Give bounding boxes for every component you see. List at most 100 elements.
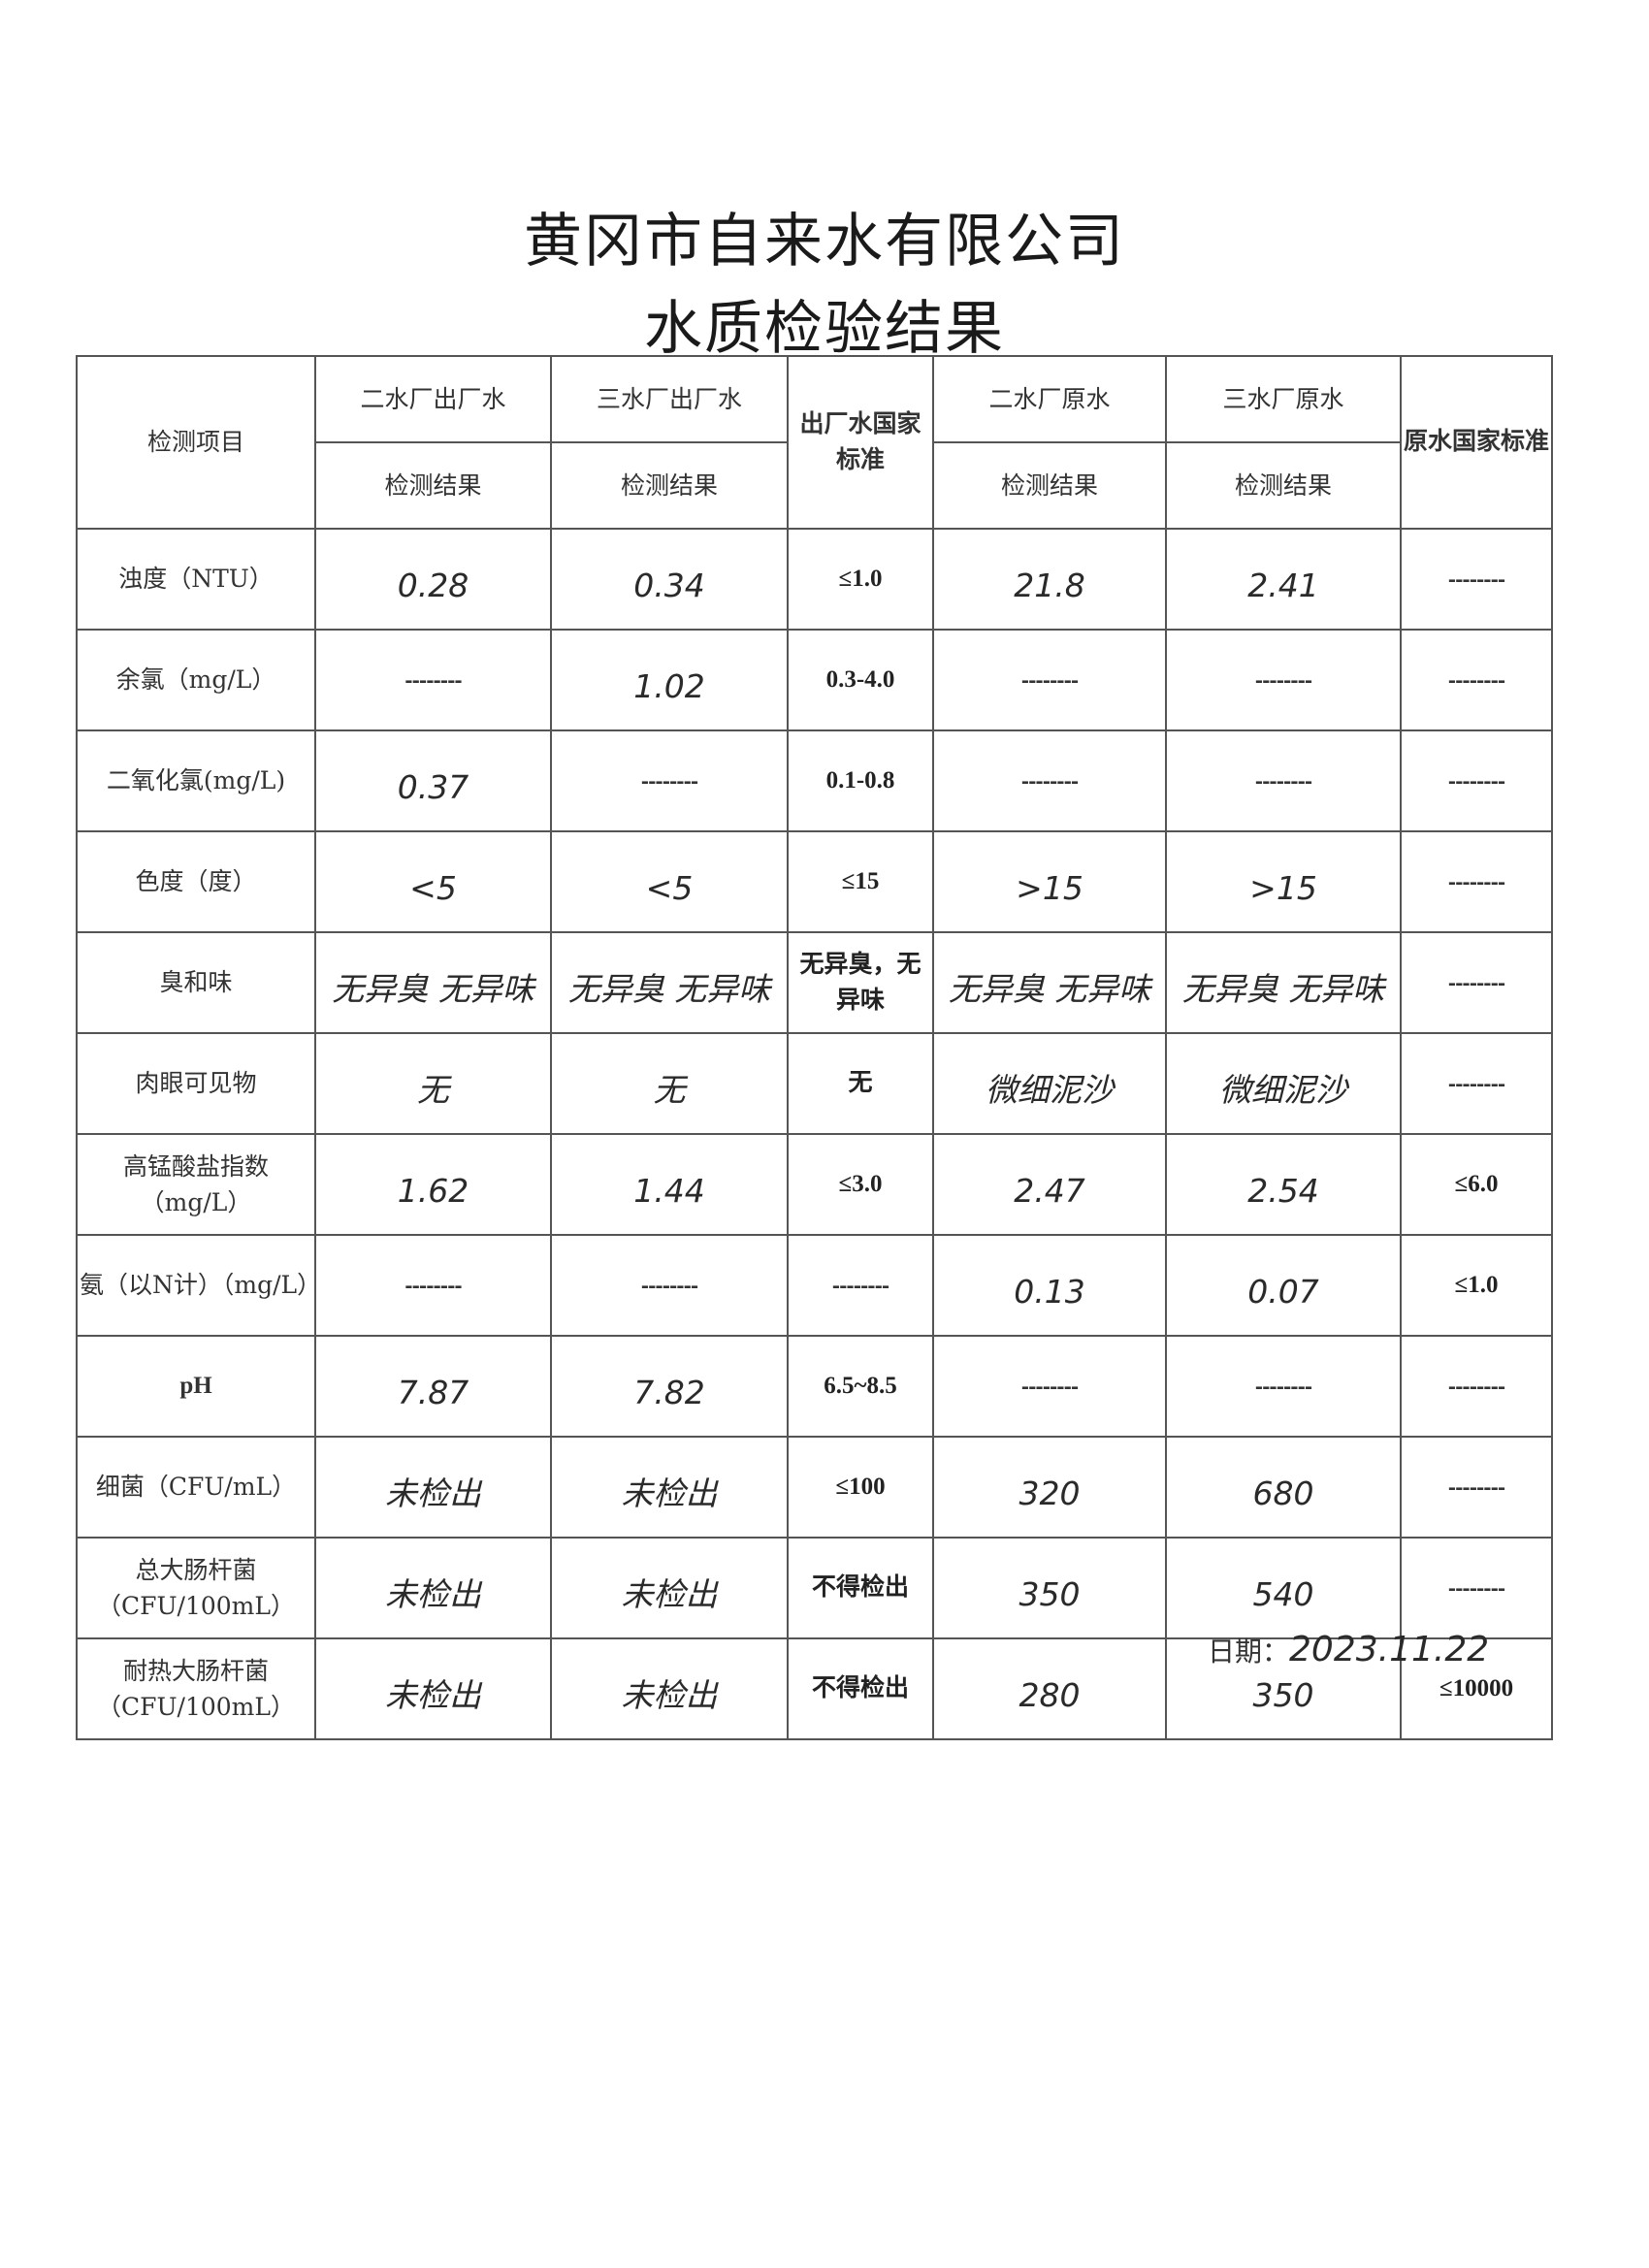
table-row: 耐热大肠杆菌（CFU/100mL） 未检出 未检出 不得检出 280 350 ≤10000 — [76, 1637, 1553, 1740]
cell-plant3-raw: -------- — [1165, 629, 1402, 731]
table-row: 肉眼可见物无无无微细泥沙 微细泥沙 -------- — [76, 1032, 1553, 1135]
cell-plant3-out: 1.02 — [550, 629, 789, 731]
cell-plant3-out: 0.34 — [550, 528, 789, 631]
water-quality-table: 检测项目 二水厂出厂水 三水厂出厂水 出厂水国家标准 二水厂原水 三水厂原水 原… — [76, 355, 1553, 1740]
header-out-standard: 出厂水国家标准 — [787, 355, 934, 530]
table-row: 高锰酸盐指数（mg/L） 1.62 1.44 ≤3.0 2.47 2.54 ≤6.0 — [76, 1133, 1553, 1236]
header-result: 检测结果 — [550, 441, 789, 530]
cell-plant2-raw: -------- — [932, 729, 1167, 832]
cell-out-standard: -------- — [787, 1234, 934, 1337]
company-title: 黄冈市自来水有限公司 — [524, 208, 1125, 275]
cell-plant3-out: 未检出 — [550, 1436, 789, 1539]
row-item-label: 细菌（CFU/mL） — [76, 1436, 316, 1539]
cell-out-standard: ≤15 — [787, 830, 934, 933]
cell-plant2-out: 未检出 — [314, 1637, 552, 1740]
cell-plant3-out: 未检出 — [550, 1637, 789, 1740]
cell-raw-standard: -------- — [1400, 629, 1553, 731]
cell-out-standard: 0.1-0.8 — [787, 729, 934, 832]
table-row: 浊度（NTU） 0.28 0.34 ≤1.0 21.8 2.41 -------- — [76, 528, 1553, 631]
cell-raw-standard: -------- — [1400, 1537, 1553, 1639]
cell-out-standard: 无异臭，无异味 — [787, 931, 934, 1034]
cell-plant2-raw: 无异臭 无异味 — [932, 931, 1167, 1034]
cell-plant3-raw: 0.07 — [1165, 1234, 1402, 1337]
cell-raw-standard: -------- — [1400, 1436, 1553, 1539]
row-item-label: 浊度（NTU） — [76, 528, 316, 631]
cell-plant3-raw: 无异臭 无异味 — [1165, 931, 1402, 1034]
cell-plant3-out: -------- — [550, 1234, 789, 1337]
cell-out-standard: ≤100 — [787, 1436, 934, 1539]
cell-plant3-out: 未检出 — [550, 1537, 789, 1639]
table-row: 二氧化氯(mg/L) 0.37 -------- 0.1-0.8 -------- ---… — [76, 729, 1553, 832]
table-row: pH 7.87 7.82 6.5~8.5 -------- -------- -------… — [76, 1335, 1553, 1438]
row-item-label: 肉眼可见物 — [76, 1032, 316, 1135]
cell-out-standard: 6.5~8.5 — [787, 1335, 934, 1438]
header-result: 检测结果 — [932, 441, 1167, 530]
cell-plant2-out: 1.62 — [314, 1133, 552, 1236]
cell-plant2-out: -------- — [314, 1234, 552, 1337]
cell-raw-standard: -------- — [1400, 729, 1553, 832]
cell-plant3-raw: 微细泥沙 — [1165, 1032, 1402, 1135]
date-line: 日期：2023.11.22 — [1208, 1630, 1489, 1669]
report-title: 水质检验结果 — [644, 295, 1005, 363]
cell-out-standard: ≤1.0 — [787, 528, 934, 631]
cell-plant3-raw: 680 — [1165, 1436, 1402, 1539]
cell-plant2-out: 无 — [314, 1032, 552, 1135]
cell-plant2-raw: 微细泥沙 — [932, 1032, 1167, 1135]
cell-plant3-raw: 2.54 — [1165, 1133, 1402, 1236]
date-label: 日期： — [1208, 1636, 1290, 1668]
header-result: 检测结果 — [314, 441, 552, 530]
cell-raw-standard: ≤1.0 — [1400, 1234, 1553, 1337]
cell-plant3-out: 7.82 — [550, 1335, 789, 1438]
cell-plant3-out: <5 — [550, 830, 789, 933]
cell-out-standard: 不得检出 — [787, 1637, 934, 1740]
table-row: 余氯（mg/L） -------- 1.02 0.3-4.0 -------- -----… — [76, 629, 1553, 731]
header-raw-standard: 原水国家标准 — [1400, 355, 1553, 530]
cell-raw-standard: ≤6.0 — [1400, 1133, 1553, 1236]
table-row: 总大肠杆菌（CFU/100mL） 未检出 未检出 不得检出 350 540 -------- — [76, 1537, 1553, 1639]
cell-plant2-raw: >15 — [932, 830, 1167, 933]
cell-plant2-raw: 2.47 — [932, 1133, 1167, 1236]
header-plant3-out: 三水厂出厂水 — [550, 355, 789, 443]
cell-raw-standard: -------- — [1400, 931, 1553, 1034]
cell-raw-standard: -------- — [1400, 528, 1553, 631]
cell-plant2-out: 7.87 — [314, 1335, 552, 1438]
cell-plant3-raw: 540 — [1165, 1537, 1402, 1639]
cell-plant2-raw: 320 — [932, 1436, 1167, 1539]
cell-out-standard: 不得检出 — [787, 1537, 934, 1639]
cell-plant2-out: <5 — [314, 830, 552, 933]
cell-plant3-raw: -------- — [1165, 729, 1402, 832]
cell-plant3-out: 1.44 — [550, 1133, 789, 1236]
row-item-label: pH — [76, 1335, 316, 1438]
cell-raw-standard: -------- — [1400, 1032, 1553, 1135]
cell-out-standard: ≤3.0 — [787, 1133, 934, 1236]
cell-plant2-out: -------- — [314, 629, 552, 731]
row-item-label: 色度（度） — [76, 830, 316, 933]
row-item-label: 氨（以N计）（mg/L） — [76, 1234, 321, 1337]
cell-plant3-out: 无 — [550, 1032, 789, 1135]
table-row: 氨（以N计）（mg/L） -------- -------- -------- 0.13… — [76, 1234, 1553, 1337]
cell-out-standard: 无 — [787, 1032, 934, 1135]
cell-plant3-raw: 350 — [1165, 1637, 1402, 1740]
table-row: 臭和味 无异臭 无异味 无异臭 无异味 无异臭，无异味 无异臭 无异味 无异臭 无异味 --… — [76, 931, 1553, 1034]
cell-plant3-out: -------- — [550, 729, 789, 832]
cell-plant2-raw: 0.13 — [932, 1234, 1167, 1337]
row-item-label: 二氧化氯(mg/L) — [76, 729, 316, 832]
cell-plant2-raw: 350 — [932, 1537, 1167, 1639]
cell-raw-standard: -------- — [1400, 1335, 1553, 1438]
cell-plant2-out: 未检出 — [314, 1537, 552, 1639]
header-plant2-raw: 二水厂原水 — [932, 355, 1167, 443]
cell-plant3-raw: >15 — [1165, 830, 1402, 933]
row-item-label: 余氯（mg/L） — [76, 629, 316, 731]
row-item-label: 总大肠杆菌（CFU/100mL） — [76, 1537, 316, 1639]
cell-plant2-raw: 21.8 — [932, 528, 1167, 631]
cell-raw-standard: -------- — [1400, 830, 1553, 933]
table-row: 色度（度） <5 <5 ≤15 >15 >15 -------- — [76, 830, 1553, 933]
date-value: 2023.11.22 — [1289, 1630, 1490, 1669]
header-item: 检测项目 — [76, 355, 316, 530]
cell-plant2-out: 0.37 — [314, 729, 552, 832]
cell-plant3-raw: 2.41 — [1165, 528, 1402, 631]
cell-plant3-out: 无异臭 无异味 — [550, 931, 789, 1034]
row-item-label: 耐热大肠杆菌（CFU/100mL） — [76, 1637, 316, 1740]
cell-plant2-raw: -------- — [932, 629, 1167, 731]
cell-plant3-raw: -------- — [1165, 1335, 1402, 1438]
